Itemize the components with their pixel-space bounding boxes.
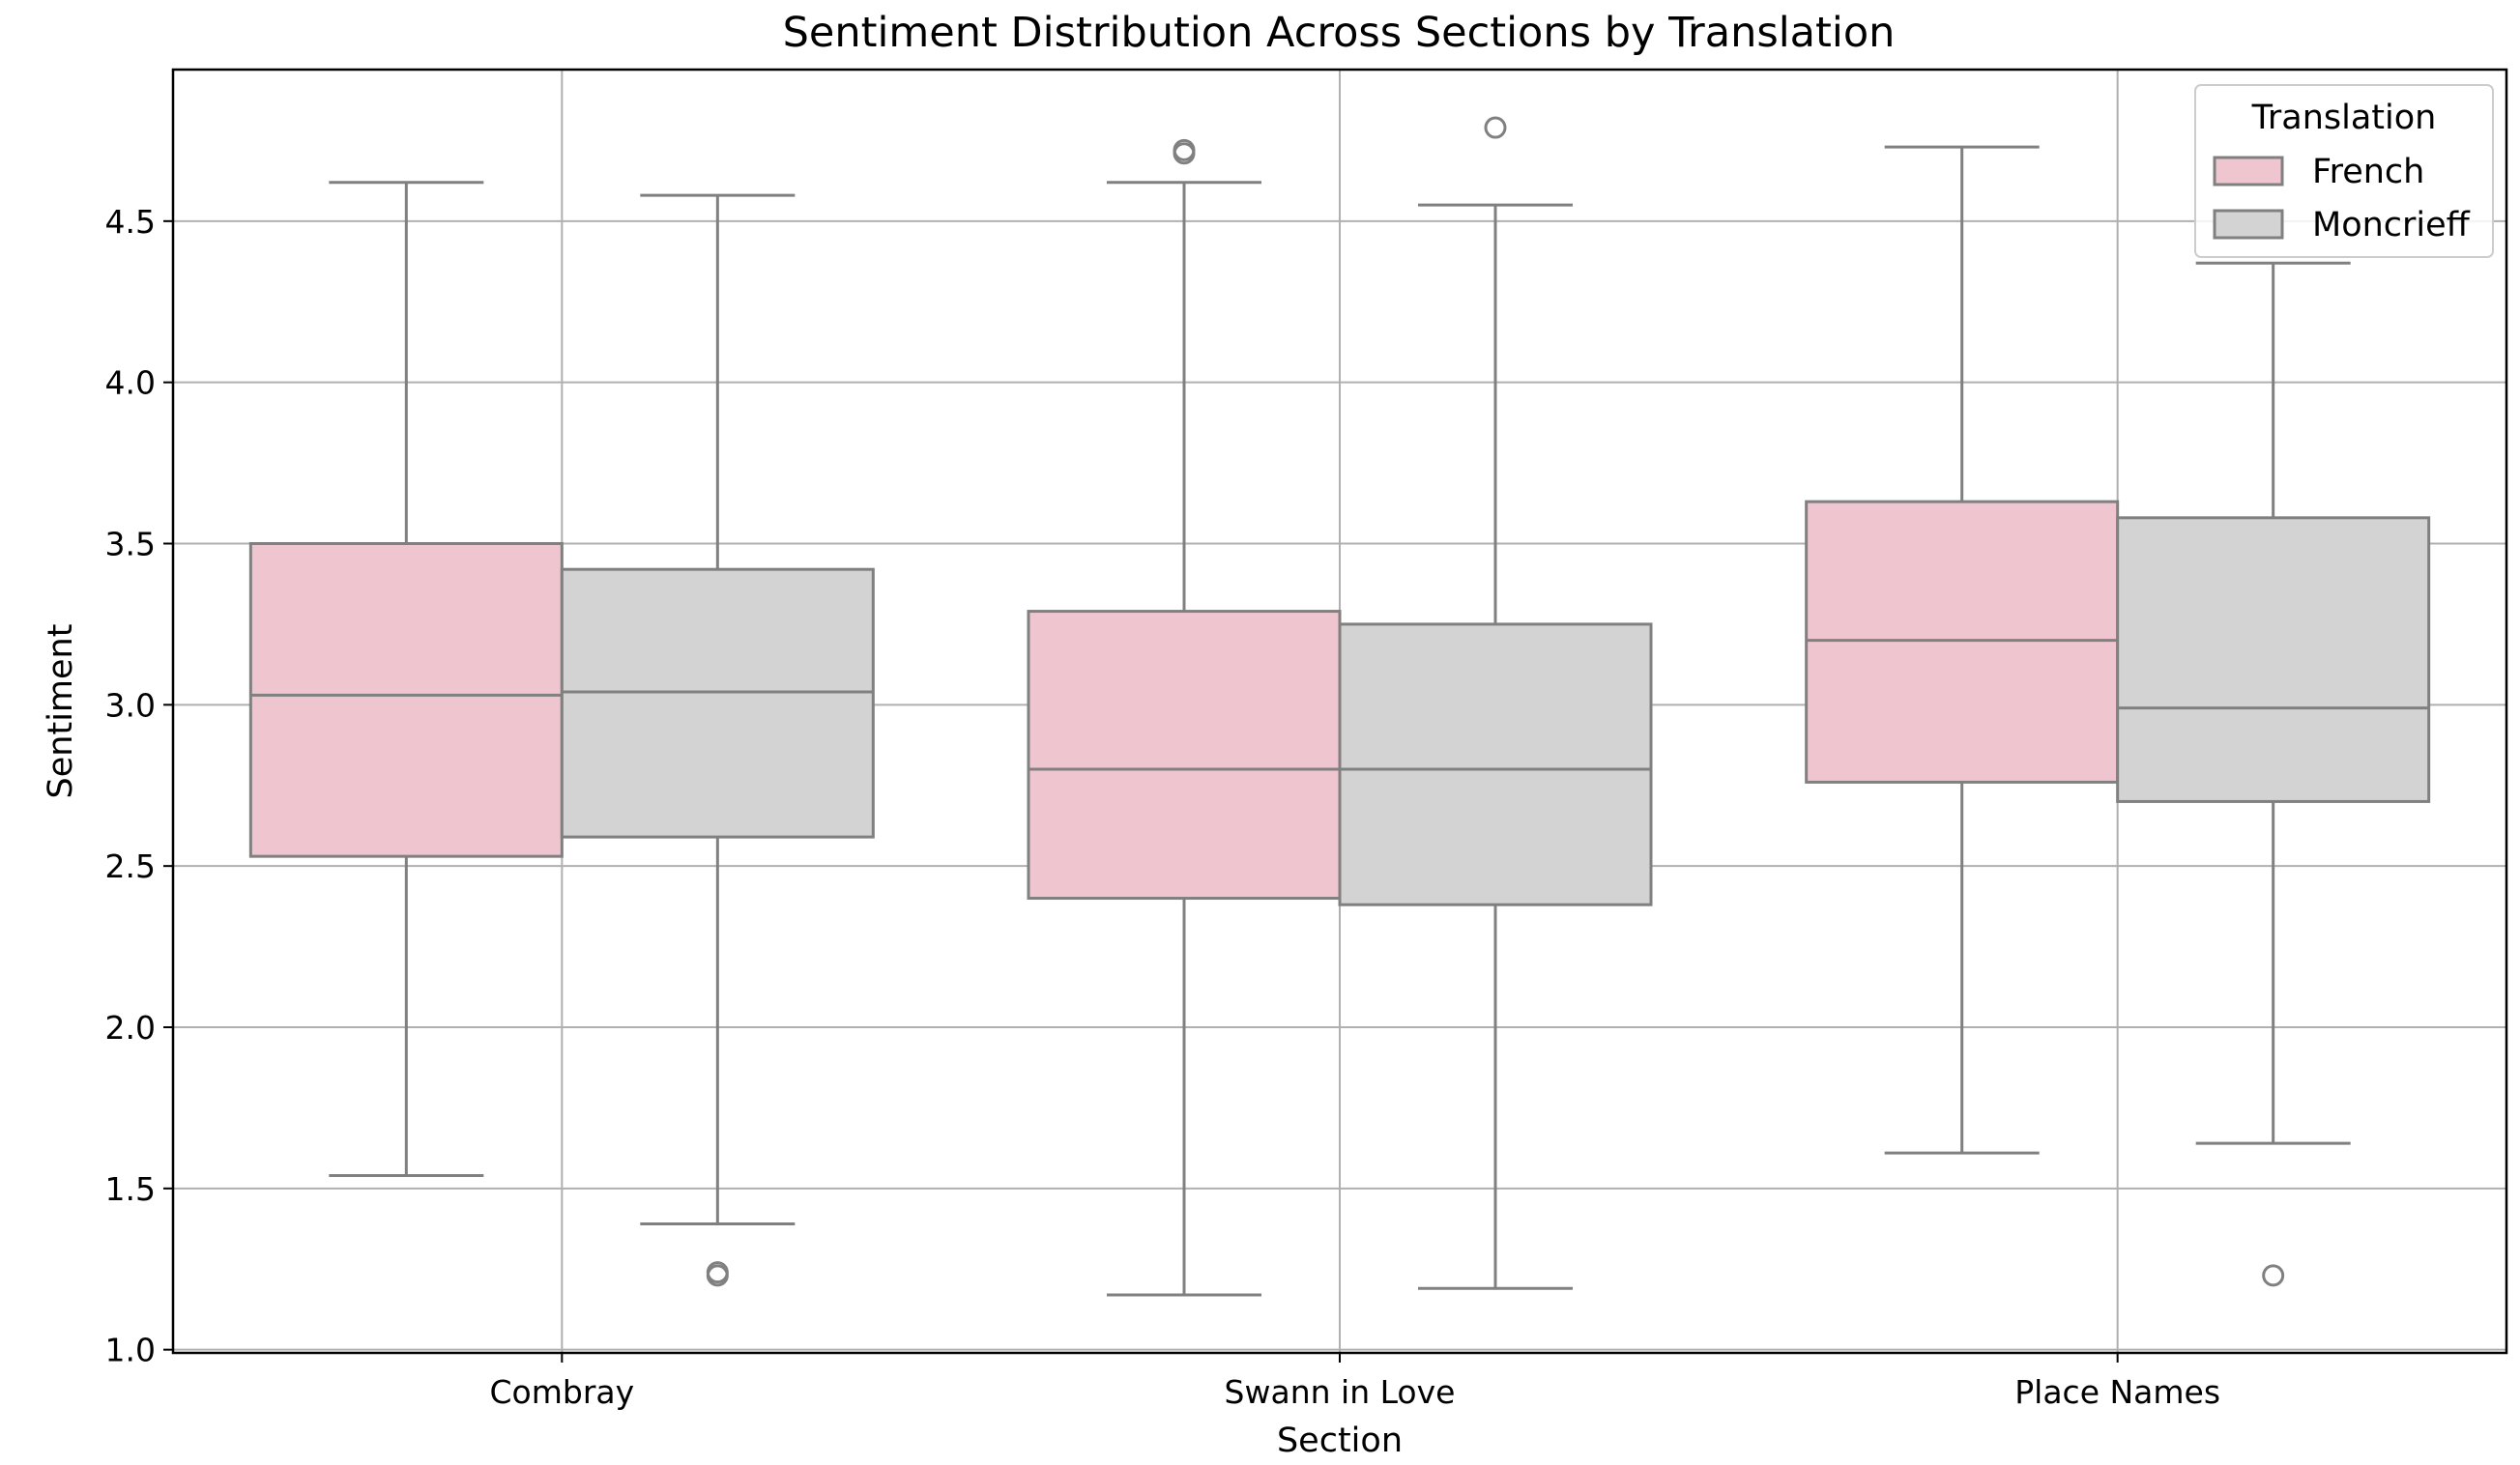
y-tick-label: 2.5 [105,847,156,885]
outlier-point [1173,138,1196,161]
x-axis-label: Section [1277,1422,1403,1460]
x-tick-label: Swann in Love [1225,1373,1456,1411]
y-tick-label: 1.5 [105,1170,156,1208]
iqr-box [248,541,564,858]
box-french-0 [248,181,564,1177]
x-tick-label: Place Names [2014,1373,2220,1411]
outlier-point [1484,116,1507,139]
iqr-box [2116,516,2431,803]
legend: Translation French Moncrieff [2194,84,2494,258]
box-plot-area [248,116,2431,1297]
legend-swatch-moncrieff [2213,209,2284,240]
y-tick-label: 3.5 [105,525,156,562]
chart-title: Sentiment Distribution Across Sections b… [783,9,1896,57]
box-french-1 [1027,138,1342,1297]
iqr-box [1805,500,2120,784]
iqr-box [1338,622,1653,906]
legend-swatch-french [2213,156,2284,187]
y-tick-label: 4.0 [105,364,156,402]
box-moncrieff-2 [2116,261,2431,1287]
y-axis-label: Sentiment [42,624,80,799]
iqr-box [560,567,875,839]
legend-title: Translation [2251,99,2437,137]
x-tick-label: Combray [490,1373,635,1411]
box-moncrieff-0 [560,193,875,1287]
x-axis-ticks: Combray Swann in Love Place Names [490,1353,2220,1411]
outlier-point [706,1261,729,1284]
outlier-point [2262,1264,2285,1287]
y-tick-label: 2.0 [105,1009,156,1047]
legend-label-french: French [2312,153,2424,191]
iqr-box [1027,610,1342,901]
y-tick-label: 3.0 [105,686,156,724]
legend-label-moncrieff: Moncrieff [2312,206,2471,244]
y-axis-ticks: 1.0 1.5 2.0 2.5 3.0 3.5 4.0 4.5 [105,203,173,1369]
box-moncrieff-1 [1338,116,1653,1290]
box-french-2 [1805,145,2120,1155]
y-tick-label: 1.0 [105,1332,156,1369]
y-tick-label: 4.5 [105,203,156,241]
